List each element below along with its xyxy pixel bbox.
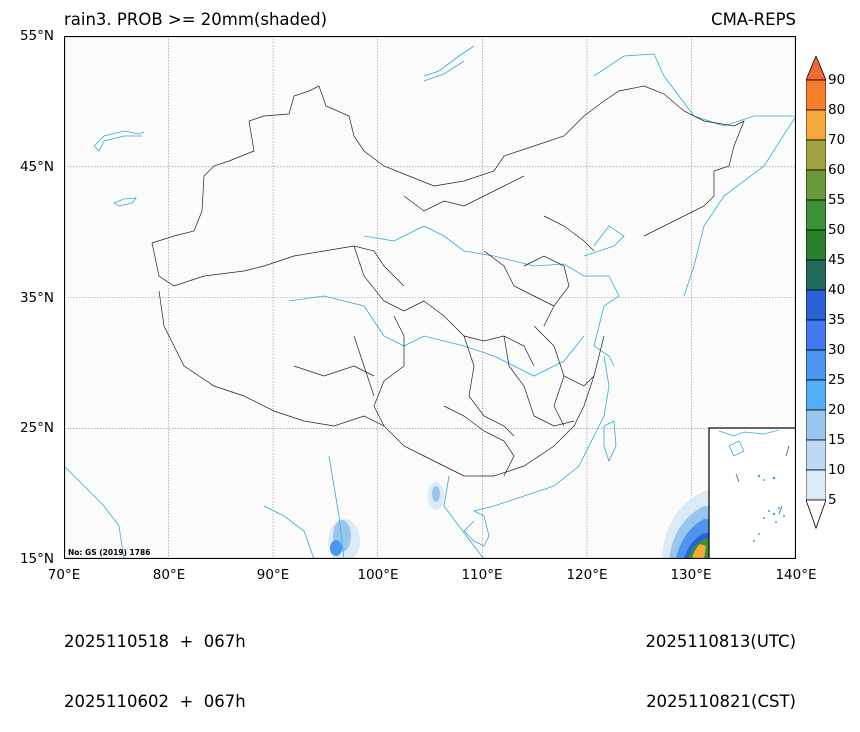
colorbar-tick-5: 5 — [828, 492, 837, 508]
colorbar-tick-60: 60 — [828, 162, 846, 178]
colorbar-tick-25: 25 — [828, 372, 846, 388]
colorbar-tick-90: 90 — [828, 72, 846, 88]
colorbar-tick-40: 40 — [828, 282, 846, 298]
init-time-cst: 2025110602 + 067h — [64, 692, 246, 711]
rain-shading — [328, 482, 709, 559]
lat-tick-55: 55°N — [19, 28, 54, 44]
init-time-utc: 2025110518 + 067h — [64, 632, 246, 651]
lon-tick-100: 100°E — [357, 567, 399, 583]
colorbar-tick-50: 50 — [828, 222, 846, 238]
colorbar-tick-20: 20 — [828, 402, 846, 418]
colorbar-tick-10: 10 — [828, 462, 846, 478]
valid-time-cst: 2025110821(CST) — [646, 692, 796, 711]
lat-tick-45: 45°N — [19, 159, 54, 175]
colorbar-tick-70: 70 — [828, 132, 846, 148]
borders — [151, 85, 745, 477]
lat-tick-15: 15°N — [19, 551, 54, 567]
lon-tick-130: 130°E — [670, 567, 712, 583]
valid-time-block: 2025110813(UTC) 2025110821(CST) — [645, 592, 796, 732]
south-china-sea-inset — [708, 427, 796, 559]
lon-tick-110: 110°E — [461, 567, 503, 583]
colorbar-tick-30: 30 — [828, 342, 846, 358]
lon-tick-70: 70°E — [47, 567, 81, 583]
colorbar-tick-15: 15 — [828, 432, 846, 448]
map-plot-area — [64, 36, 796, 559]
lon-tick-80: 80°E — [152, 567, 186, 583]
colorbar-tick-45: 45 — [828, 252, 846, 268]
valid-time-utc: 2025110813(UTC) — [645, 632, 796, 651]
lon-tick-90: 90°E — [256, 567, 290, 583]
lon-tick-120: 120°E — [566, 567, 608, 583]
colorbar-tick-80: 80 — [828, 102, 846, 118]
lon-tick-140: 140°E — [775, 567, 817, 583]
lat-tick-25: 25°N — [19, 420, 54, 436]
colorbar — [805, 54, 827, 534]
plot-frame — [64, 36, 796, 559]
init-time-block: 2025110518 + 067h 2025110602 + 067h — [64, 592, 246, 732]
colorbar-tick-55: 55 — [828, 192, 846, 208]
coastlines — [64, 45, 796, 559]
lat-tick-35: 35°N — [19, 290, 54, 306]
colorbar-tick-35: 35 — [828, 312, 846, 328]
model-name: CMA-REPS — [711, 10, 796, 29]
gridlines — [64, 36, 796, 559]
map-approval-number: No: GS (2019) 1786 — [68, 548, 151, 557]
chart-title: rain3. PROB >= 20mm(shaded) — [64, 10, 328, 29]
